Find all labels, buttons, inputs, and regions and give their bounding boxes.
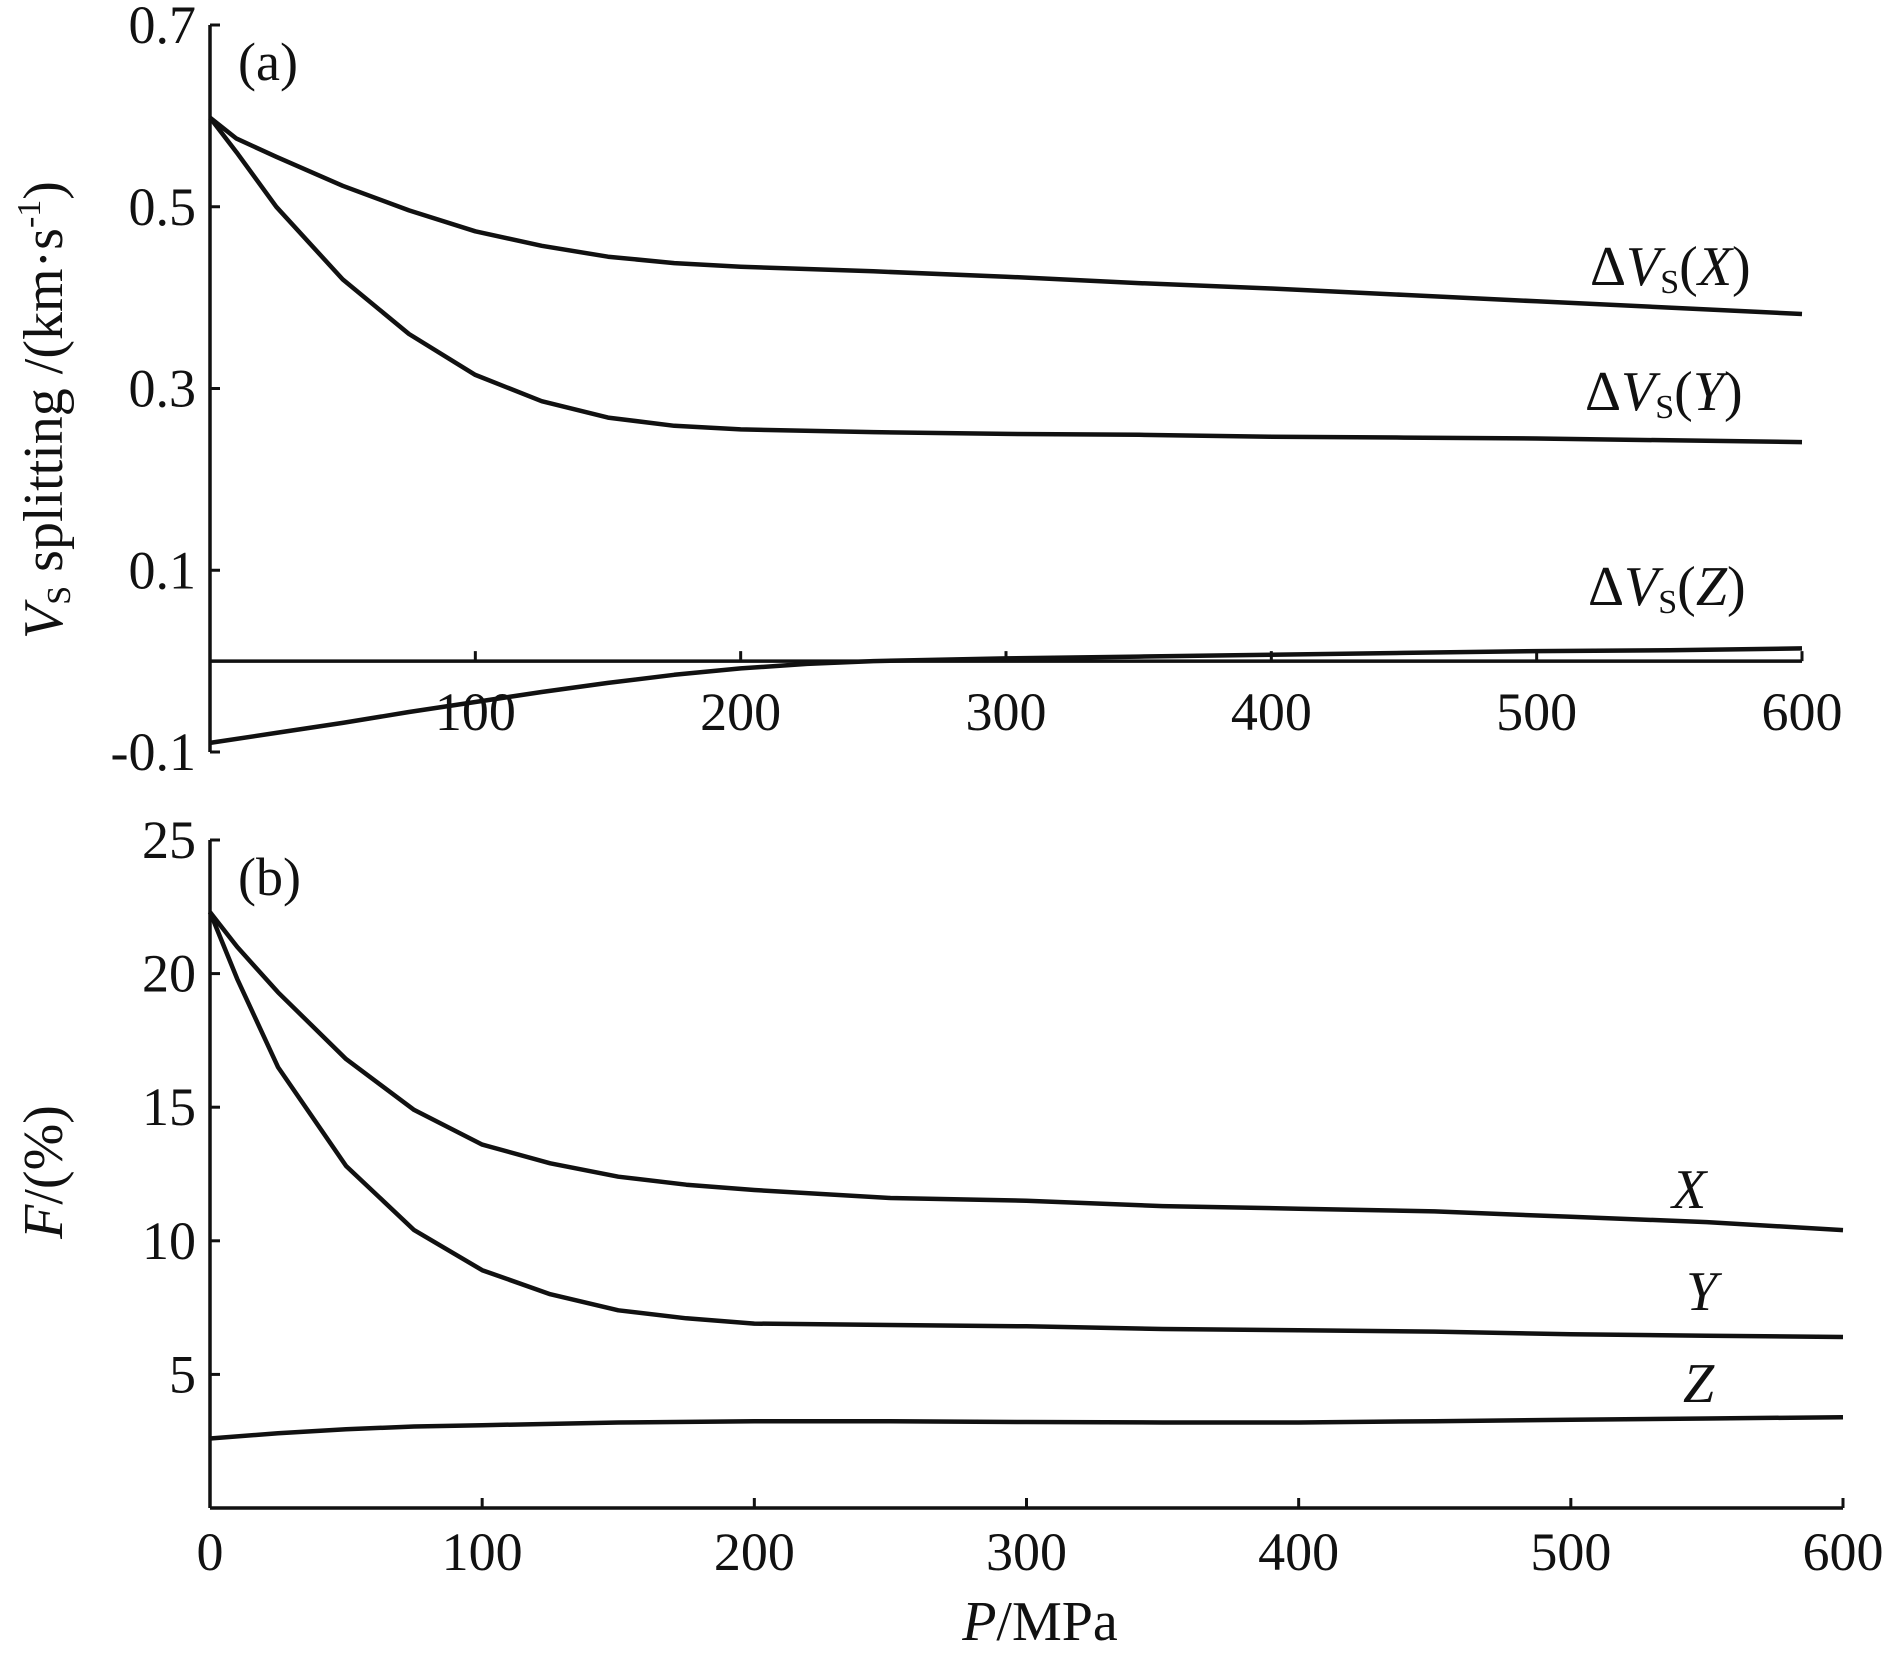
- y-tick-label: 5: [169, 1344, 196, 1404]
- y-tick-label: 0.7: [129, 0, 197, 55]
- series-label: ΔVS(X): [1590, 236, 1751, 301]
- x-tick-label: 100: [442, 1522, 523, 1582]
- panel-b: 5 10 15 20 25 0 100 200 300 400 500 600 (b) F/(%) P/MP…: [13, 810, 1884, 1653]
- y-axis-label: F/(%): [13, 1105, 75, 1240]
- series-line-ΔVS(Y): [208, 116, 1803, 445]
- x-tick-label: 400: [1231, 682, 1312, 742]
- panel-label: (b): [238, 847, 301, 907]
- x-tick-label: 200: [700, 682, 781, 742]
- series-line-ΔVS(Z): [209, 646, 1803, 746]
- x-tick-label: 500: [1496, 682, 1577, 742]
- x-tick-label: 600: [1803, 1522, 1884, 1582]
- series-label: Y: [1686, 1261, 1723, 1323]
- x-axis-label: P/MPa: [961, 1591, 1118, 1653]
- x-tick-label: 300: [986, 1522, 1067, 1582]
- series-label: ΔVS(Z): [1588, 556, 1746, 621]
- series-label: X: [1670, 1159, 1709, 1221]
- series-line-X: [208, 910, 1844, 1233]
- y-tick-label: 15: [142, 1077, 196, 1137]
- x-tick-label: 400: [1258, 1522, 1339, 1582]
- series-line-ΔVS(X): [208, 115, 1803, 317]
- series-line-Z: [209, 1414, 1844, 1441]
- x-tick-label: 200: [714, 1522, 795, 1582]
- x-tick-label: 300: [966, 682, 1047, 742]
- y-tick-label: 10: [142, 1211, 196, 1271]
- panel-a: -0.1 0.1 0.3 0.5 0.7 100 200 300 400 500 600 (a) VS …: [11, 0, 1843, 782]
- series-line-Y: [207, 911, 1844, 1340]
- x-tick-label: 600: [1762, 682, 1843, 742]
- panel-label: (a): [238, 32, 298, 92]
- y-tick-label: 0.3: [129, 359, 197, 419]
- y-axis-label: VS splitting /(km·s-1): [11, 181, 78, 639]
- x-tick-label: 0: [197, 1522, 224, 1582]
- y-tick-label: 0.1: [129, 540, 197, 600]
- series-label: Z: [1683, 1353, 1715, 1415]
- y-tick-label: -0.1: [111, 722, 196, 782]
- y-tick-label: 0.5: [129, 177, 197, 237]
- x-tick-label: 500: [1530, 1522, 1611, 1582]
- x-tick-label: 100: [435, 682, 516, 742]
- y-tick-label: 25: [142, 810, 196, 870]
- series-label: ΔVS(Y): [1585, 361, 1743, 426]
- y-tick-label: 20: [142, 944, 196, 1004]
